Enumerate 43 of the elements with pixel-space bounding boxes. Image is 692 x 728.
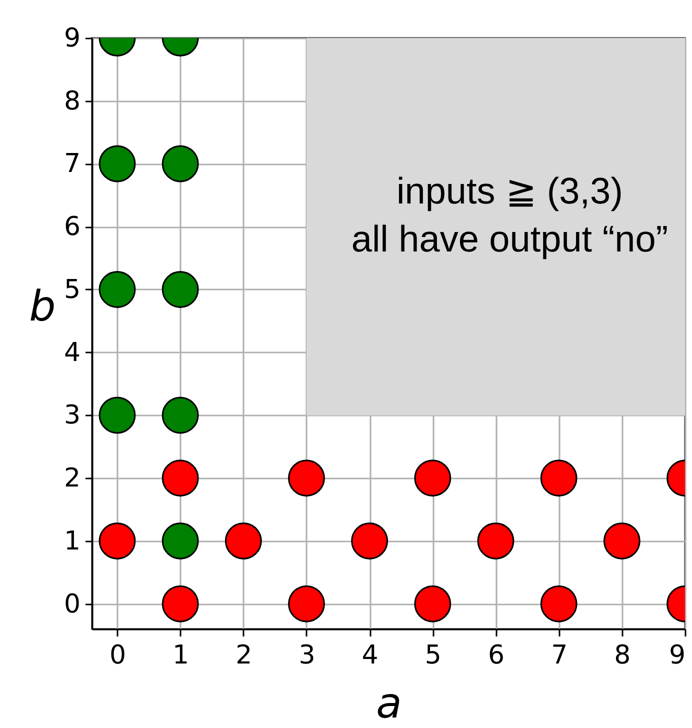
y-tick-label: 7 (64, 149, 80, 180)
y-tick-label: 4 (64, 338, 80, 368)
point (288, 460, 325, 497)
x-tick-label: 4 (362, 640, 378, 670)
point (98, 271, 136, 308)
point (288, 585, 325, 622)
point (540, 585, 578, 622)
point (477, 522, 514, 560)
y-tick-label: 3 (64, 400, 80, 431)
x-tick-label: 2 (236, 640, 252, 670)
y-tick-label: 9 (64, 24, 80, 54)
y-tick-label: 0 (64, 589, 80, 620)
y-tick-label: 1 (64, 526, 80, 556)
x-tick-label: 9 (668, 640, 686, 670)
point (162, 460, 199, 497)
point (414, 585, 452, 622)
point (162, 585, 199, 622)
y-axis-title: b (29, 282, 56, 330)
y-tick-label: 5 (64, 274, 80, 305)
x-tick-label: 0 (109, 640, 126, 670)
y-tick-label: 2 (64, 464, 80, 494)
point (603, 522, 640, 560)
point (224, 522, 262, 560)
y-tick-label: 8 (64, 86, 80, 116)
point (162, 396, 199, 434)
point (351, 522, 388, 560)
band-label: inputs ≧ (3,3) all have output “no” (351, 170, 668, 260)
point (98, 522, 136, 560)
x-axis-title: a (376, 678, 402, 728)
x-tick-label: 7 (551, 640, 568, 670)
point (162, 522, 199, 560)
point (162, 145, 199, 182)
point (98, 145, 136, 182)
x-tick-label: 5 (424, 640, 442, 670)
point (540, 460, 578, 497)
x-tick-label: 1 (172, 640, 190, 670)
x-tick-label: 6 (488, 640, 505, 670)
x-tick-label: 3 (298, 640, 316, 670)
point (162, 271, 199, 308)
point (414, 460, 452, 497)
x-tick-label: 8 (614, 640, 631, 670)
y-tick-label: 6 (64, 212, 80, 242)
point (98, 396, 136, 434)
